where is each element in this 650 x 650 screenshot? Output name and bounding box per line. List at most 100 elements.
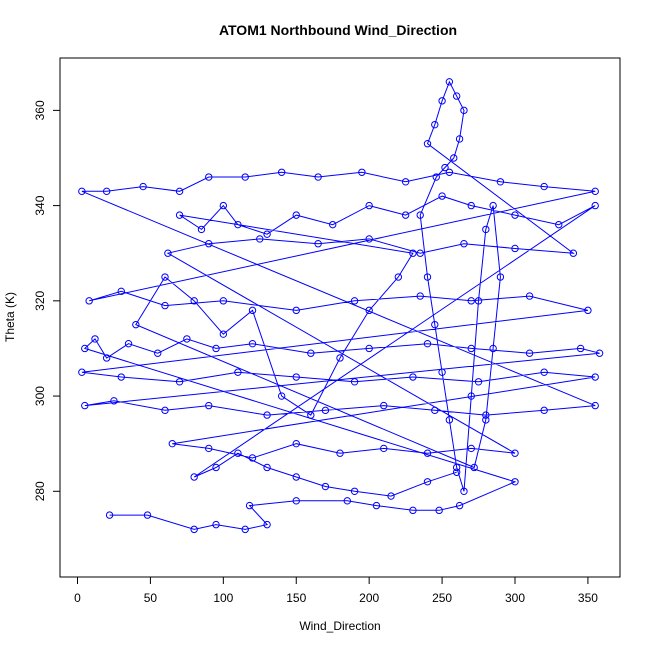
data-point — [460, 239, 468, 248]
data-point — [431, 406, 439, 415]
data-point — [81, 401, 89, 410]
data-point — [350, 487, 359, 495]
data-point — [175, 378, 184, 386]
data-point — [511, 478, 519, 486]
data-point — [591, 401, 599, 410]
data-point — [91, 335, 99, 343]
data-point — [470, 463, 478, 472]
series-line — [81, 80, 600, 530]
y-tick-label: 360 — [33, 100, 47, 120]
data-point — [438, 192, 446, 200]
data-point — [321, 482, 330, 491]
y-axis-label: Theta (K) — [3, 292, 17, 342]
data-point — [292, 306, 300, 315]
data-point — [438, 368, 446, 376]
y-tick-label: 340 — [33, 195, 47, 215]
data-point — [482, 411, 490, 419]
data-point — [132, 320, 140, 329]
data-point — [358, 168, 366, 176]
data-point — [441, 163, 449, 172]
x-tick-label: 300 — [505, 591, 525, 605]
data-point — [474, 378, 483, 386]
data-point — [161, 301, 169, 310]
data-point — [467, 344, 475, 353]
data-point — [431, 320, 439, 329]
data-point — [401, 178, 410, 186]
data-point — [248, 454, 257, 462]
data-point — [467, 392, 475, 400]
data-point — [307, 411, 315, 419]
data-point — [595, 349, 604, 357]
data-point — [248, 306, 257, 315]
x-axis: 0 50 100 150 200 250 300 350 — [74, 576, 598, 605]
x-tick-label: 200 — [359, 591, 379, 605]
data-point — [321, 406, 330, 415]
data-point — [591, 187, 599, 196]
x-tick-label: 100 — [213, 591, 233, 605]
data-point — [205, 401, 213, 410]
data-point — [591, 201, 599, 210]
data-point — [511, 449, 519, 457]
data-point — [212, 520, 220, 529]
data-point — [78, 187, 86, 196]
data-point — [372, 501, 381, 510]
data-point — [452, 463, 461, 472]
y-axis: 280 300 320 340 360 — [33, 100, 61, 501]
data-point — [139, 182, 147, 191]
data-point — [555, 220, 563, 229]
data-point — [474, 297, 483, 305]
data-point — [569, 249, 578, 257]
data-point — [423, 140, 432, 148]
data-point — [445, 78, 454, 86]
data-point — [102, 187, 111, 196]
data-point — [416, 211, 424, 219]
data-point — [525, 349, 534, 357]
data-point — [591, 373, 599, 381]
data-point — [450, 154, 458, 162]
data-point — [452, 92, 461, 100]
data-point — [110, 397, 118, 405]
data-point — [117, 373, 125, 381]
data-point — [190, 525, 198, 534]
data-point — [197, 225, 206, 234]
data-point — [511, 211, 519, 219]
data-point — [409, 249, 417, 257]
data-point — [219, 201, 228, 210]
data-point — [387, 492, 395, 500]
data-point — [263, 230, 271, 238]
data-point — [175, 187, 184, 196]
data-point — [143, 511, 152, 519]
data-point — [263, 411, 271, 419]
data-point — [401, 211, 410, 219]
data-point — [292, 211, 300, 219]
data-point — [292, 373, 300, 381]
data-point — [435, 506, 443, 515]
data-point — [455, 135, 464, 143]
chart-title: ATOM1 Northbound Wind_Direction — [219, 22, 457, 38]
data-point — [329, 220, 337, 229]
data-point — [245, 501, 254, 510]
data-point — [190, 297, 198, 305]
data-point — [102, 354, 111, 362]
plot-frame — [59, 57, 621, 578]
series-points — [78, 78, 604, 534]
data-point — [380, 401, 388, 410]
x-axis-label: Wind_Direction — [299, 619, 380, 633]
data-point — [219, 330, 228, 338]
data-point — [496, 178, 505, 186]
data-point — [576, 344, 585, 353]
data-point — [416, 249, 424, 257]
data-point — [219, 297, 228, 305]
data-point — [343, 497, 351, 505]
data-point — [540, 182, 548, 191]
data-point — [212, 344, 220, 353]
data-point — [365, 306, 373, 315]
data-point — [314, 239, 322, 248]
data-point — [584, 306, 592, 315]
y-tick-label: 320 — [33, 291, 47, 311]
data-point — [168, 439, 176, 448]
data-point — [263, 463, 271, 472]
data-point — [409, 506, 417, 515]
data-point — [164, 249, 172, 257]
